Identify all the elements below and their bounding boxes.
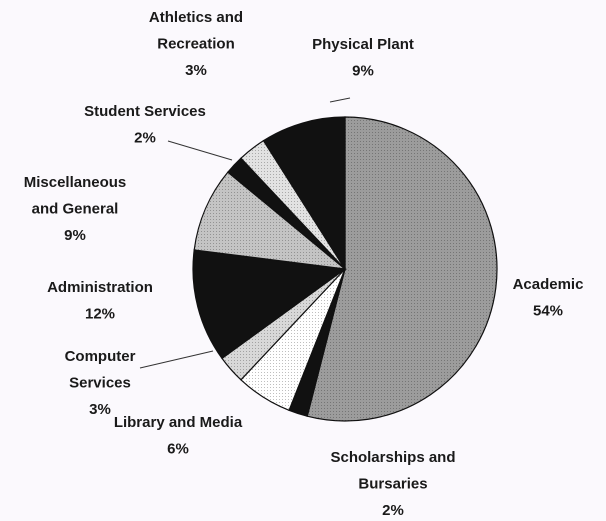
value-label: 54% [533,302,563,319]
pie [192,116,498,422]
label-line: Computer [65,348,136,365]
value-label: 3% [185,62,207,79]
leader-line [329,97,351,103]
label-line: Physical Plant [312,36,414,53]
label-line: Student Services [84,103,206,120]
value-label: 2% [134,129,156,146]
leader-line [167,140,233,161]
pie-slice [262,116,346,272]
label-line: Services [69,374,131,391]
category-label: Miscellaneous and General [24,174,127,218]
label-line: Miscellaneous [24,174,127,191]
leader-line [139,350,214,369]
label-line: Administration [47,279,153,296]
labels: Academic 54% Scholarships and Bursaries 2% Li… [24,9,584,519]
pie-slice [192,249,347,360]
label-line: Academic [513,276,584,293]
label-line: Athletics and [149,9,243,26]
category-label: Student Services [84,103,206,120]
value-label: 2% [382,502,404,519]
label-line: Recreation [157,35,235,52]
slice-texture [222,269,345,380]
category-label: Computer Services [65,348,136,392]
category-label: Scholarships and Bursaries [330,449,455,493]
label-line: Bursaries [358,475,427,492]
label-line: Scholarships and [330,449,455,466]
slice-texture [307,117,497,421]
category-label: Academic [513,276,584,293]
label-line: and General [32,200,119,217]
category-label: Physical Plant [312,36,414,53]
value-label: 9% [352,62,374,79]
slice-texture [194,172,345,269]
value-label: 6% [167,440,189,457]
value-label: 12% [85,305,115,322]
label-line: Library and Media [114,414,243,431]
slice-texture [240,269,345,411]
category-label: Athletics and Recreation [149,9,243,53]
category-label: Library and Media [114,414,243,431]
value-label: 9% [64,227,86,244]
slice-texture [240,140,345,269]
value-label: 3% [89,401,111,418]
category-label: Administration [47,279,153,296]
